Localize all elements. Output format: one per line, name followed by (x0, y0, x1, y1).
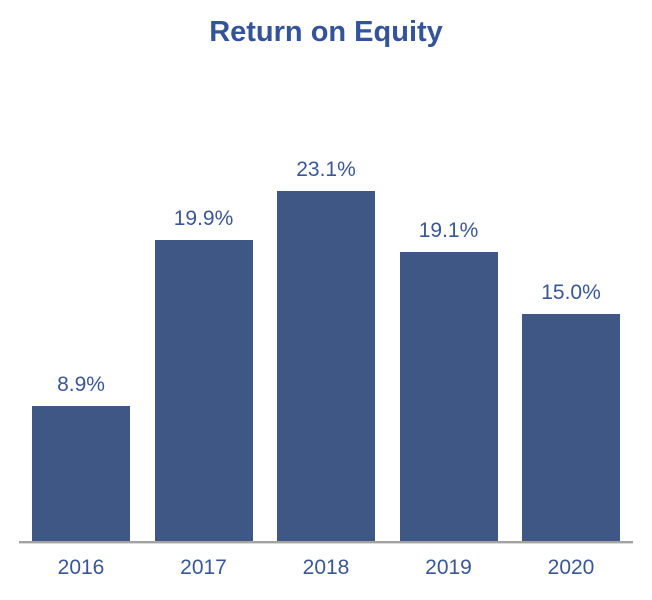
x-axis-tick-labels: 2016 2017 2018 2019 2020 (32, 556, 620, 580)
bar (277, 191, 375, 541)
bar-value-label: 23.1% (296, 158, 356, 181)
bar-group: 15.0% (522, 281, 620, 541)
chart-title: Return on Equity (209, 16, 443, 48)
bar (32, 406, 130, 541)
bar-value-label: 19.1% (418, 218, 479, 242)
bar-group: 19.1% (399, 218, 498, 541)
bar-group: 8.9% (32, 373, 130, 541)
x-axis-tick-label: 2020 (547, 556, 595, 579)
bar (399, 251, 498, 541)
bar-value-label: 8.9% (57, 373, 105, 397)
bar (154, 239, 253, 541)
bar-group: 19.9% (154, 206, 253, 541)
x-axis-tick-label: 2019 (425, 556, 472, 579)
bar-value-label: 19.9% (173, 206, 234, 230)
x-axis-tick-label: 2017 (180, 556, 227, 579)
x-axis-line (19, 541, 633, 544)
x-axis-tick-label: 2016 (57, 556, 105, 579)
plot-area: 8.9% 19.9% 23.1% 19.1% 15.0% (32, 158, 620, 541)
bar-group: 23.1% (277, 158, 375, 541)
bar (522, 313, 620, 541)
x-axis-tick-label: 2018 (302, 556, 350, 579)
bar-value-label: 15.0% (541, 280, 601, 304)
